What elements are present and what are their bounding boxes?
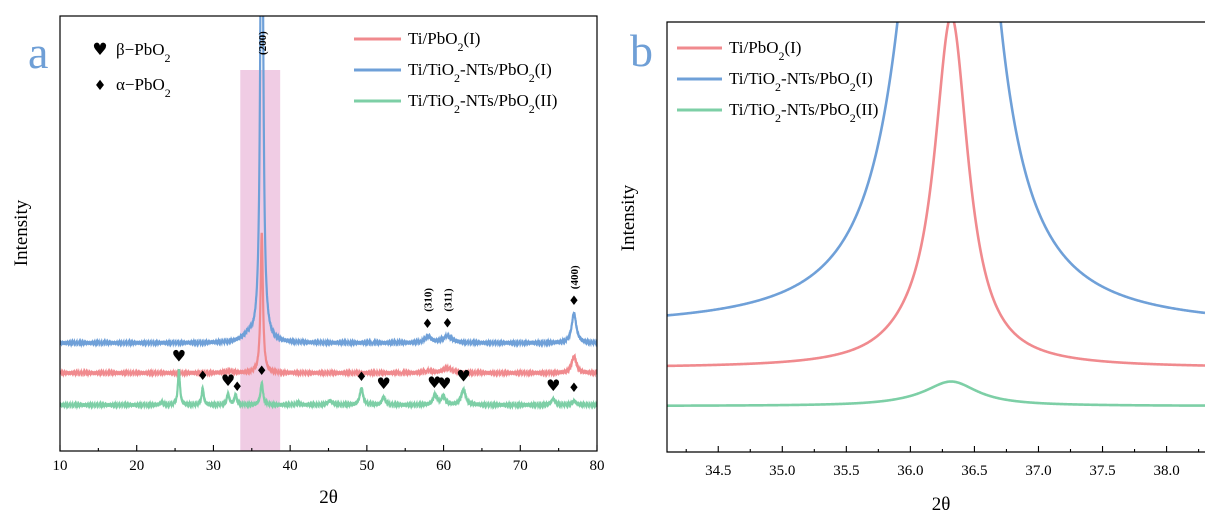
x-tick-label: 35.5 [833, 463, 859, 479]
phase-marker: ♥ [427, 373, 441, 392]
phase-marker: ♦ [197, 369, 209, 384]
phase-marker: ♥ [546, 376, 560, 395]
panel-b-x-ticks: 34.5 35.0 35.5 36.0 36.5 37.0 37.5 38.0 [685, 446, 1200, 479]
phase-marker: ♥ [221, 371, 235, 390]
peak-label: (311) [442, 288, 454, 312]
legend-entry-label: Ti/PbO2(I) [408, 29, 480, 54]
x-tick-label: 40 [283, 458, 298, 474]
beta-phase-heart-icon: ♥ [92, 40, 107, 60]
phase-marker: ♥ [377, 374, 391, 393]
peak-label: (310) [423, 288, 435, 312]
phase-marker: ♥ [456, 366, 470, 385]
zoom-series-line-3 [667, 380, 1205, 407]
x-tick-label: 37.0 [1025, 463, 1051, 479]
x-tick-label: 80 [590, 458, 605, 474]
panel-b-plot-frame [666, 21, 1205, 453]
panel-a-series-legend: Ti/PbO2(I) Ti/TiO2-NTs/PbO2(I) Ti/TiO2-NTs… [354, 29, 557, 116]
panel-b-x-axis-title: 2θ [932, 494, 951, 515]
legend-entry-label: Ti/TiO2-NTs/PbO2(I) [408, 60, 552, 85]
zoom-series-line-2 [667, 22, 1205, 317]
x-tick-label: 38.0 [1153, 463, 1179, 479]
alpha-phase-diamond-icon: ♦ [94, 78, 107, 94]
panel-a-letter: a [28, 27, 48, 78]
panel-a-y-axis-title: Intensity [11, 199, 32, 266]
x-tick-label: 60 [436, 458, 451, 474]
phase-marker: ♦ [422, 317, 434, 332]
x-tick-label: 10 [53, 458, 68, 474]
x-tick-label: 36.5 [961, 463, 987, 479]
phase-legend-label: β−PbO2 [116, 40, 170, 65]
x-tick-label: 34.5 [705, 463, 731, 479]
peak-label: (200) [257, 31, 269, 55]
zoom-series-line-1 [667, 22, 1205, 368]
x-tick-label: 37.5 [1089, 463, 1115, 479]
panel-a-series [60, 16, 597, 411]
peak-label: (400) [569, 265, 581, 289]
panel-a-x-axis-title: 2θ [319, 487, 338, 508]
panel-a: a ♥♦ ♥♦♦ ♦ ♥ ♥♥ ♥ ♥ ♦♦(310)♦(311) ♦(400)(200) 10… [11, 15, 605, 508]
series-line-1 [60, 232, 597, 379]
phase-marker: ♦ [568, 381, 580, 396]
panel-a-markers: ♥♦ ♥♦♦ ♦ ♥ ♥♥ ♥ ♥ ♦♦(310)♦(311) ♦(400)(200) [172, 31, 581, 396]
panel-b-series [667, 22, 1205, 407]
phase-legend: ♥ β−PbO2 ♦ α−PbO2 [92, 40, 170, 100]
x-tick-label: 30 [206, 458, 221, 474]
series-line-3 [60, 368, 597, 411]
x-tick-label: 70 [513, 458, 528, 474]
x-tick-label: 35.0 [769, 463, 795, 479]
phase-marker: ♦ [442, 317, 454, 332]
legend-entry-label: Ti/TiO2-NTs/PbO2(I) [729, 69, 873, 94]
panel-b-y-axis-title: Intensity [618, 184, 639, 251]
phase-marker: ♦ [256, 364, 268, 379]
phase-legend-label: α−PbO2 [116, 75, 171, 100]
phase-marker: ♥ [172, 346, 186, 365]
legend-entry-label: Ti/PbO2(I) [729, 38, 801, 63]
panel-b-series-legend: Ti/PbO2(I) Ti/TiO2-NTs/PbO2(I) Ti/TiO2-NTs… [677, 38, 878, 125]
x-tick-label: 20 [129, 458, 144, 474]
series-line-2 [60, 16, 597, 349]
phase-marker: ♦ [231, 380, 243, 395]
legend-entry-label: Ti/TiO2-NTs/PbO2(II) [729, 100, 878, 125]
x-tick-label: 50 [359, 458, 374, 474]
phase-marker: ♥ [437, 374, 451, 393]
x-tick-label: 36.0 [897, 463, 923, 479]
phase-marker: ♦ [356, 370, 368, 385]
legend-entry-label: Ti/TiO2-NTs/PbO2(II) [408, 91, 557, 116]
phase-marker: ♦ [568, 294, 580, 309]
panel-a-x-ticks: 10 20 30 40 50 60 70 80 [53, 445, 605, 474]
panel-b: b 34.5 35.0 35.5 36.0 36.5 37.0 37.5 38.0 Inten… [618, 21, 1205, 515]
panel-b-letter: b [630, 25, 653, 76]
